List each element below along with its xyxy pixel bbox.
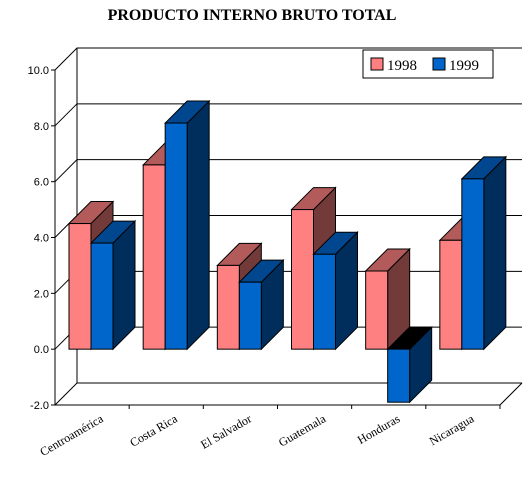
- y-tick-label: 6.0: [34, 177, 49, 189]
- floor-right-edge: [499, 382, 523, 406]
- bar-1999-1-front: [164, 122, 188, 350]
- bar-1999-4: [386, 325, 433, 404]
- legend-box: [362, 49, 494, 79]
- x-tick-label: Nicaragua: [427, 411, 477, 448]
- x-tick-label: El Salvador: [198, 411, 254, 451]
- y-tick-label: 2.0: [34, 288, 49, 300]
- bars: [67, 99, 508, 404]
- legend-label-1999: 1999: [449, 58, 479, 74]
- x-tick-label: Centroamérica: [37, 411, 106, 459]
- bar-1998-5-front: [439, 239, 463, 350]
- bar-1998-4-front: [365, 270, 389, 350]
- x-tick-label: Guatemala: [276, 411, 329, 449]
- chart-title: PRODUCTO INTERNO BRUTO TOTAL: [108, 7, 397, 24]
- bar-1999-0: [89, 219, 137, 351]
- bar-1999-2: [238, 258, 285, 351]
- gridline: [54, 47, 522, 71]
- x-tick-label: Costa Rica: [127, 411, 180, 450]
- bar-1999-1: [163, 99, 211, 351]
- bar-1998-4: [364, 247, 411, 351]
- gridline: [54, 382, 522, 406]
- bar-1998-3-front: [291, 209, 314, 350]
- legend-label-1998: 1998: [387, 58, 417, 74]
- gridline: [54, 103, 522, 127]
- y-tick-label: 4.0: [34, 233, 49, 245]
- bar-1999-5-side: [483, 155, 507, 351]
- axes: [51, 69, 523, 409]
- bar-1999-5: [460, 155, 508, 351]
- x-tick-label: Honduras: [355, 411, 403, 447]
- bar-1999-5-front: [461, 178, 485, 350]
- y-tick-label: 0.0: [34, 344, 49, 356]
- bar-1999-2-front: [238, 281, 262, 350]
- bar-1999-1-side: [186, 99, 210, 351]
- legend: 1998 1999: [362, 49, 494, 79]
- bar-1999-0-front: [90, 242, 114, 350]
- y-tick-label: 10.0: [28, 65, 49, 77]
- bar-1998-1-front: [142, 164, 166, 350]
- bar-1999-3-front: [313, 253, 336, 350]
- bar-1999-3: [312, 231, 359, 351]
- legend-swatch-1999: [432, 57, 446, 71]
- bar-1998-0-front: [68, 223, 92, 350]
- gridline: [54, 159, 522, 183]
- bar-1998-2-front: [216, 264, 240, 350]
- bar-1999-4-front: [387, 348, 411, 403]
- y-tick-label: -2.0: [30, 400, 49, 412]
- legend-swatch-1998: [370, 57, 384, 71]
- y-tick-label: 8.0: [34, 121, 49, 133]
